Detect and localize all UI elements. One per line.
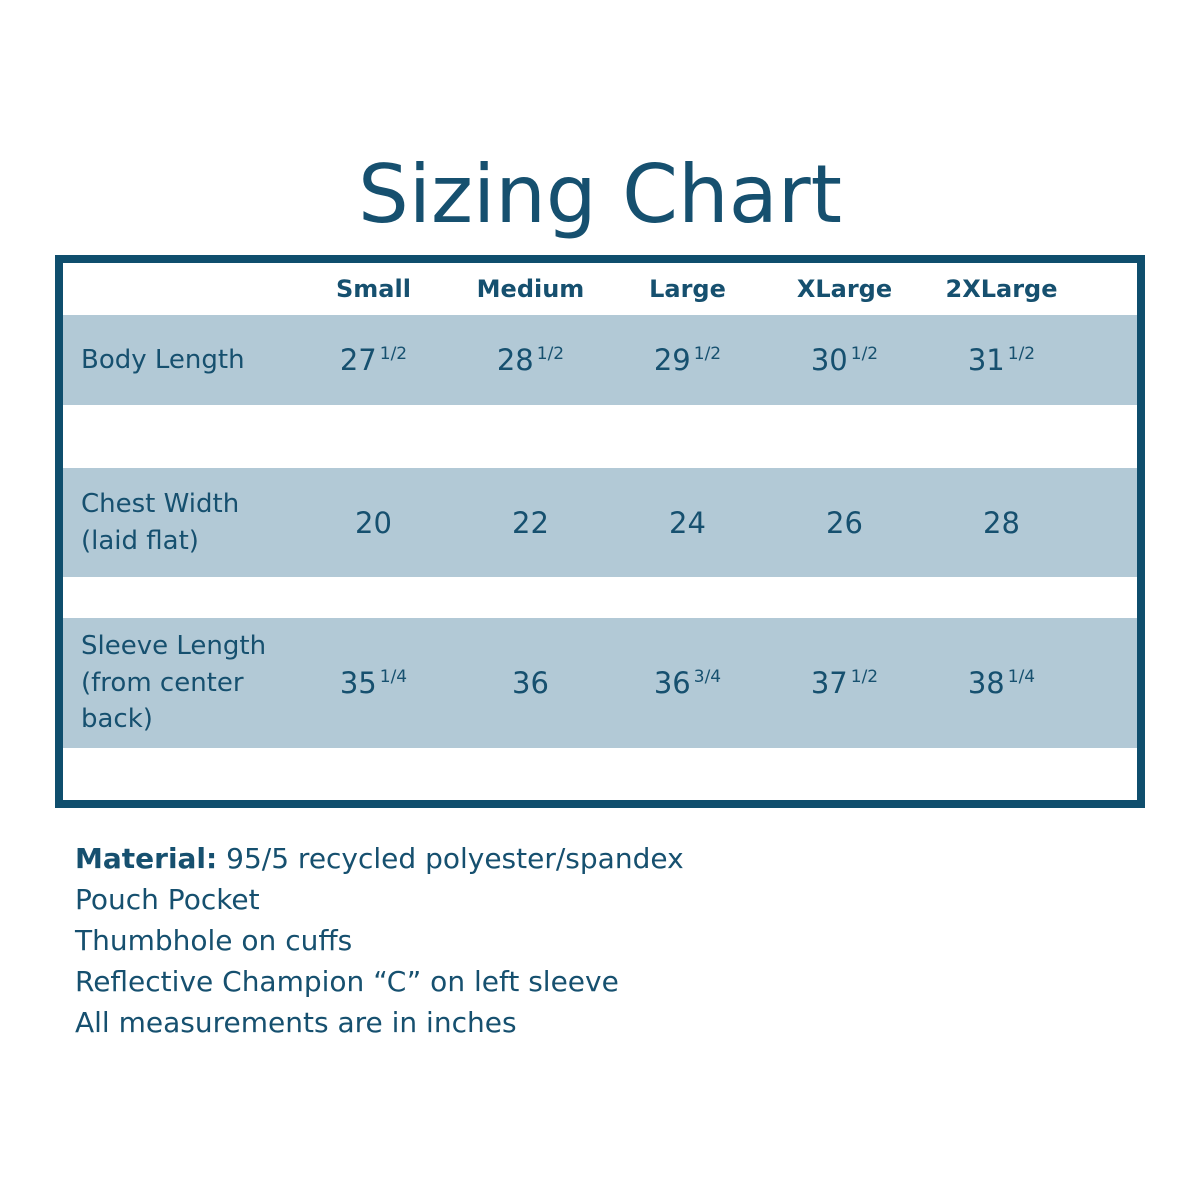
- cell-value: 28: [496, 343, 534, 377]
- cell-fraction: 1/2: [850, 667, 879, 687]
- row-label-sleeve-length: Sleeve Length (from center back): [81, 630, 267, 735]
- table-row-chest-width: Chest Width (laid flat) 20 22 24 26 28: [63, 468, 1137, 577]
- table-cell: 29 1/2: [609, 343, 766, 377]
- cell-value: 36: [512, 666, 549, 700]
- row-label-body-length: Body Length: [81, 344, 245, 375]
- table-cell: 26: [766, 506, 923, 540]
- table-cell: 37 1/2: [766, 666, 923, 700]
- column-header-2xlarge: 2XLarge: [945, 275, 1058, 303]
- cell-fraction: 3/4: [693, 667, 722, 687]
- row-gap: [63, 577, 1137, 618]
- table-row-body-length: Body Length 27 1/2 28 1/2 29 1/2 30 1/2 31 1/…: [63, 315, 1137, 405]
- row-gap: [63, 405, 1137, 468]
- cell-fraction: 1/2: [1007, 344, 1036, 364]
- cell-value: 22: [512, 505, 549, 540]
- note-pouch-pocket: Pouch Pocket: [75, 883, 260, 916]
- cell-value: 31: [967, 343, 1005, 377]
- cell-value: 29: [653, 343, 691, 377]
- material-label: Material:: [75, 842, 218, 875]
- column-header-medium: Medium: [476, 275, 585, 303]
- table-cell: 27 1/2: [295, 343, 452, 377]
- cell-fraction: 1/2: [850, 344, 879, 364]
- table-cell: 22: [452, 506, 609, 540]
- note-material: Material: 95/5 recycled polyester/spande…: [75, 838, 684, 879]
- note-measurements-units: All measurements are in inches: [75, 1006, 517, 1039]
- table-cell: 36 3/4: [609, 666, 766, 700]
- row-label-chest-width: Chest Width (laid flat): [81, 488, 240, 556]
- cell-fraction: 1/2: [693, 344, 722, 364]
- column-header-small: Small: [336, 275, 411, 303]
- material-value: 95/5 recycled polyester/spandex: [226, 842, 684, 875]
- cell-value: 26: [826, 505, 863, 540]
- table-row-sleeve-length: Sleeve Length (from center back) 35 1/4 3…: [63, 618, 1137, 748]
- cell-value: 35: [339, 666, 377, 700]
- table-cell: 28: [923, 506, 1080, 540]
- table-cell: 31 1/2: [923, 343, 1080, 377]
- table-cell: 20: [295, 506, 452, 540]
- cell-fraction: 1/4: [379, 667, 408, 687]
- cell-value: 20: [355, 505, 392, 540]
- column-header-large: Large: [649, 275, 726, 303]
- table-cell: 38 1/4: [923, 666, 1080, 700]
- column-header-xlarge: XLarge: [796, 275, 893, 303]
- product-notes: Material: 95/5 recycled polyester/spande…: [75, 838, 684, 1043]
- sizing-table: Small Medium Large XLarge 2XLarge Body L…: [55, 255, 1145, 808]
- cell-fraction: 1/2: [379, 344, 408, 364]
- table-cell: 36: [452, 666, 609, 700]
- cell-value: 24: [669, 505, 706, 540]
- cell-fraction: 1/4: [1007, 667, 1036, 687]
- table-header-row: Small Medium Large XLarge 2XLarge: [63, 263, 1137, 315]
- table-cell: 30 1/2: [766, 343, 923, 377]
- cell-value: 28: [983, 505, 1020, 540]
- note-reflective-c: Reflective Champion “C” on left sleeve: [75, 965, 619, 998]
- cell-value: 36: [653, 666, 691, 700]
- table-cell: 24: [609, 506, 766, 540]
- note-thumbhole: Thumbhole on cuffs: [75, 924, 353, 957]
- table-cell: 28 1/2: [452, 343, 609, 377]
- cell-value: 37: [810, 666, 848, 700]
- cell-value: 38: [967, 666, 1005, 700]
- cell-value: 30: [810, 343, 848, 377]
- page-title: Sizing Chart: [358, 148, 842, 241]
- table-cell: 35 1/4: [295, 666, 452, 700]
- cell-value: 27: [339, 343, 377, 377]
- cell-fraction: 1/2: [536, 344, 565, 364]
